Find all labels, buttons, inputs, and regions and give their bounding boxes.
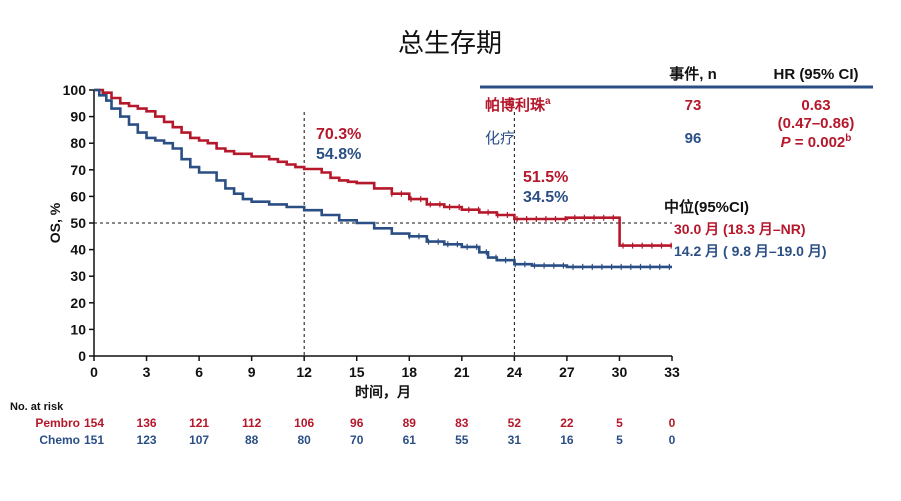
- chart-title: 总生存期: [398, 29, 502, 59]
- y-tick-label: 20: [70, 295, 86, 311]
- events-header: 事件, n: [669, 65, 717, 83]
- risk-value: 16: [560, 433, 574, 447]
- y-tick-label: 0: [78, 348, 86, 364]
- pembro-events: 73: [685, 97, 702, 114]
- reference-lines: [94, 112, 672, 356]
- x-tick-label: 15: [349, 364, 365, 380]
- summary-table: 事件, n HR (95% CI) 帕博利珠a 73 0.63 (0.47–0.…: [480, 65, 873, 151]
- risk-value: 136: [137, 416, 157, 430]
- y-ticks: 0 10 20 30 40 50 60 70 80 90 100: [63, 82, 94, 364]
- p-value: P = 0.002b: [781, 133, 852, 151]
- risk-value: 123: [137, 433, 157, 447]
- x-tick-label: 27: [559, 364, 575, 380]
- chemo-row-label: 化疗: [485, 130, 515, 147]
- km-curves: [94, 88, 672, 270]
- x-tick-label: 33: [664, 364, 680, 380]
- x-tick-label: 9: [248, 364, 256, 380]
- pembro-12mo-label: 70.3%: [316, 126, 361, 143]
- risk-value: 112: [242, 416, 262, 430]
- risk-value: 70: [350, 433, 364, 447]
- risk-value: 52: [508, 416, 522, 430]
- pembro-curve: [94, 88, 672, 247]
- risk-value: 89: [403, 416, 417, 430]
- x-tick-label: 30: [612, 364, 628, 380]
- median-header: 中位(95%CI): [664, 198, 749, 216]
- chemo-curve: [94, 88, 672, 269]
- y-axis-label: OS, %: [47, 202, 63, 243]
- x-tick-label: 12: [296, 364, 312, 380]
- risk-value: 22: [560, 416, 574, 430]
- x-tick-label: 18: [401, 364, 417, 380]
- risk-row-label: Pembro: [35, 416, 80, 430]
- y-tick-label: 30: [70, 268, 86, 284]
- x-axis-label: 时间，月: [355, 384, 411, 400]
- y-tick-label: 50: [70, 215, 86, 231]
- y-tick-label: 90: [70, 109, 86, 125]
- x-tick-label: 3: [143, 364, 151, 380]
- y-tick-label: 80: [70, 135, 86, 151]
- pembro-censor-marks: [391, 190, 672, 249]
- pembro-row-label: 帕博利珠a: [485, 96, 551, 114]
- y-tick-label: 70: [70, 162, 86, 178]
- chemo-censor-marks: [408, 233, 670, 270]
- risk-value: 154: [84, 416, 104, 430]
- risk-value: 106: [294, 416, 314, 430]
- risk-table: Pembro 154 136 121 112 106 96 89 83 52 22 5 0 Chemo 15…: [35, 416, 675, 447]
- risk-table-label: No. at risk: [10, 401, 64, 413]
- risk-row-label: Chemo: [39, 433, 80, 447]
- risk-value: 151: [84, 433, 104, 447]
- chemo-12mo-label: 54.8%: [316, 146, 361, 163]
- x-tick-label: 24: [507, 364, 523, 380]
- x-ticks: 0 3 6 9 12 15 18 21 24 27 30 33: [90, 356, 680, 380]
- y-tick-label: 10: [70, 321, 86, 337]
- x-tick-label: 0: [90, 364, 98, 380]
- risk-value: 107: [189, 433, 209, 447]
- risk-value: 80: [298, 433, 312, 447]
- x-tick-label: 21: [454, 364, 470, 380]
- x-tick-label: 6: [195, 364, 203, 380]
- hr-value: 0.63: [801, 97, 830, 114]
- y-tick-label: 40: [70, 242, 86, 258]
- risk-value: 5: [616, 416, 623, 430]
- risk-value: 121: [189, 416, 209, 430]
- hr-ci: (0.47–0.86): [778, 115, 855, 132]
- y-tick-label: 60: [70, 188, 86, 204]
- risk-value: 55: [455, 433, 469, 447]
- risk-value: 0: [669, 433, 676, 447]
- pembro-median: 30.0 月 (18.3 月–NR): [674, 221, 806, 237]
- pembro-24mo-label: 51.5%: [523, 169, 568, 186]
- chemo-events: 96: [685, 130, 702, 147]
- risk-value: 31: [508, 433, 522, 447]
- risk-value: 61: [403, 433, 417, 447]
- risk-value: 88: [245, 433, 259, 447]
- risk-value: 96: [350, 416, 364, 430]
- risk-value: 0: [669, 416, 676, 430]
- chemo-median: 14.2 月 ( 9.8 月–19.0 月): [674, 243, 827, 259]
- risk-value: 83: [455, 416, 469, 430]
- y-tick-label: 100: [63, 82, 87, 98]
- chemo-24mo-label: 34.5%: [523, 189, 568, 206]
- risk-value: 5: [616, 433, 623, 447]
- hr-header: HR (95% CI): [773, 66, 858, 83]
